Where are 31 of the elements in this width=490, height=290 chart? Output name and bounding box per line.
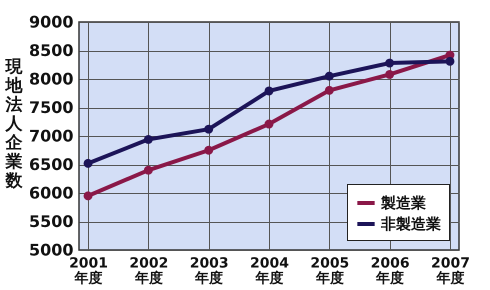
point	[84, 191, 93, 200]
y-tick-label: 6000	[28, 184, 74, 202]
y-tick-label: 7000	[28, 126, 74, 146]
x-tick-label: 2006 年度	[370, 256, 410, 286]
x-tick-label: 2003 年度	[190, 256, 229, 286]
point	[264, 86, 274, 96]
y-tick-label: 9000	[28, 12, 74, 32]
x-tick-label: 2004 年度	[250, 256, 290, 286]
point	[204, 146, 214, 155]
point	[445, 56, 454, 66]
point	[324, 72, 334, 81]
point	[324, 86, 334, 95]
point	[84, 158, 93, 168]
x-tick-label: 2002 年度	[129, 256, 168, 286]
point	[144, 134, 153, 144]
x-tick-label: 2005 年度	[310, 256, 350, 286]
point	[385, 58, 394, 68]
legend-label: 製造業	[380, 194, 426, 212]
x-tick-label: 2007 年度	[430, 256, 470, 286]
y-tick-label: 7500	[28, 98, 74, 117]
y-tick-label: 8500	[28, 41, 74, 60]
x-tick-label: 2001 年度	[69, 256, 108, 286]
point	[204, 124, 214, 134]
y-tick-label: 8000	[28, 70, 74, 88]
y-tick-label: 6500	[28, 155, 74, 174]
point	[385, 70, 394, 79]
legend-label: 非製造業	[380, 215, 441, 233]
point	[264, 120, 274, 128]
point	[144, 166, 153, 175]
y-axis-title: 現地法人企業数	[4, 57, 24, 191]
y-tick-label: 5500	[28, 212, 74, 231]
